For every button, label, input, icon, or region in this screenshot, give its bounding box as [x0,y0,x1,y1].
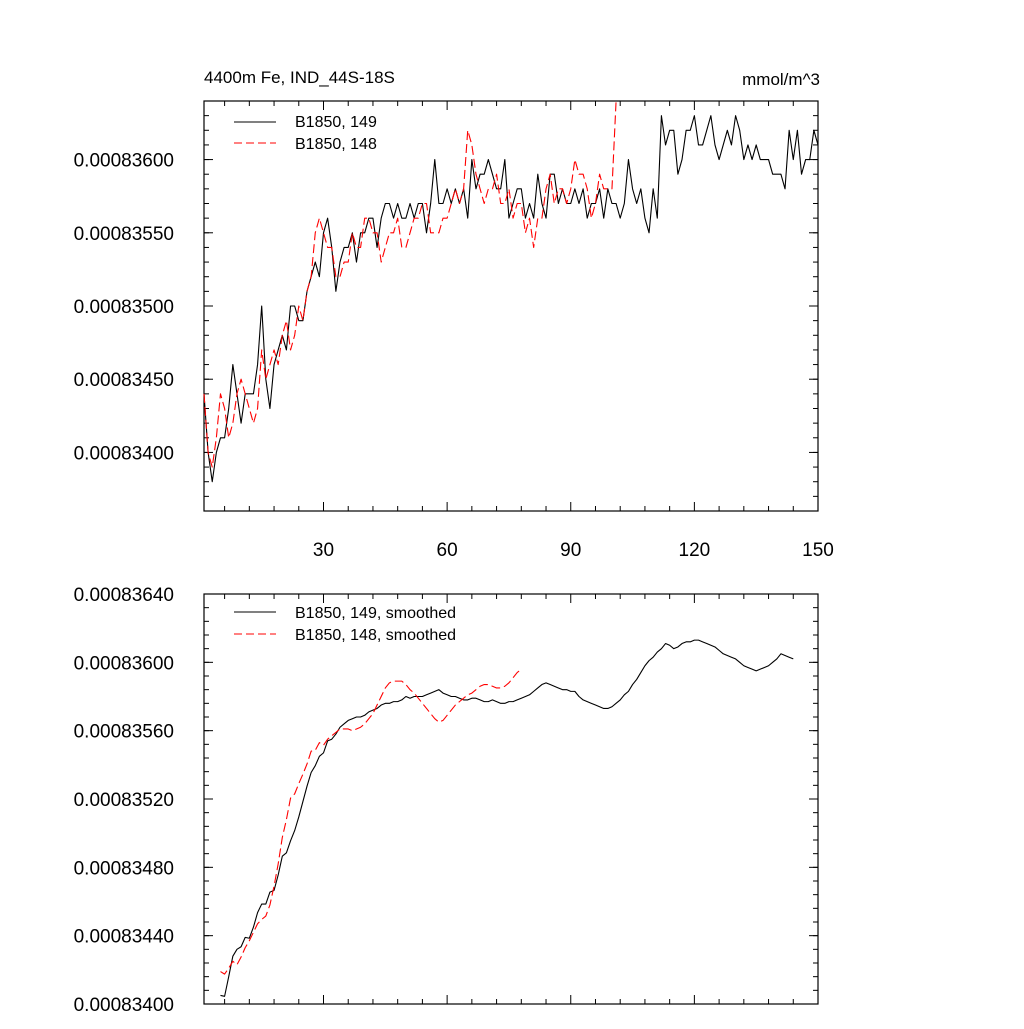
y-tick-label: 0.00083440 [74,927,174,948]
top-series-layer [203,100,819,483]
y-tick-label: 0.00083500 [74,297,174,318]
y-tick-label: 0.00083450 [74,370,174,391]
legend-label-148: B1850, 148 [295,136,377,153]
x-tick-label: 150 [802,540,834,561]
bottom-legend: B1850, 149, smoothed B1850, 148, smoothe… [234,605,456,644]
y-tick-label: 0.00083560 [74,722,174,743]
x-tick-label: 30 [313,540,334,561]
x-tick-label: 120 [679,540,711,561]
y-tick-label: 0.00083480 [74,858,174,879]
bottom-series-layer [220,639,794,997]
bottom-panel: 0.00083400 0.00083440 0.00083480 0.00083520… [74,585,819,1016]
top-plot-frame [203,100,819,512]
y-tick-label: 0.00083520 [74,790,174,811]
top-legend: B1850, 149 B1850, 148 [234,114,377,153]
x-tick-label: 60 [437,540,458,561]
units-label: mmol/m^3 [742,70,820,89]
y-tick-label: 0.00083400 [74,995,174,1016]
x-tick-label: 90 [560,540,581,561]
series-line-bottom-0 [220,639,794,997]
series-line-top-0 [203,115,819,483]
bottom-axis-ticks: 0.00083400 0.00083440 0.00083480 0.00083520… [74,585,819,1016]
legend-label-149-smoothed: B1850, 149, smoothed [295,605,456,622]
y-tick-label: 0.00083400 [74,443,174,464]
series-line-top-1 [203,100,617,468]
chart-title: 4400m Fe, IND_44S-18S [204,68,395,87]
top-axis-ticks: 30 60 90 120 150 0.00083400 0.00083450 0.000835… [74,100,834,561]
bottom-plot-frame [203,593,819,1005]
y-tick-label: 0.00083640 [74,585,174,606]
series-line-bottom-1 [220,668,522,975]
top-panel: 4400m Fe, IND_44S-18S mmol/m^3 30 60 90 120… [74,68,834,561]
y-tick-label: 0.00083550 [74,224,174,245]
y-tick-label: 0.00083600 [74,151,174,172]
legend-label-148-smoothed: B1850, 148, smoothed [295,627,456,644]
y-tick-label: 0.00083600 [74,653,174,674]
legend-label-149: B1850, 149 [295,114,377,131]
